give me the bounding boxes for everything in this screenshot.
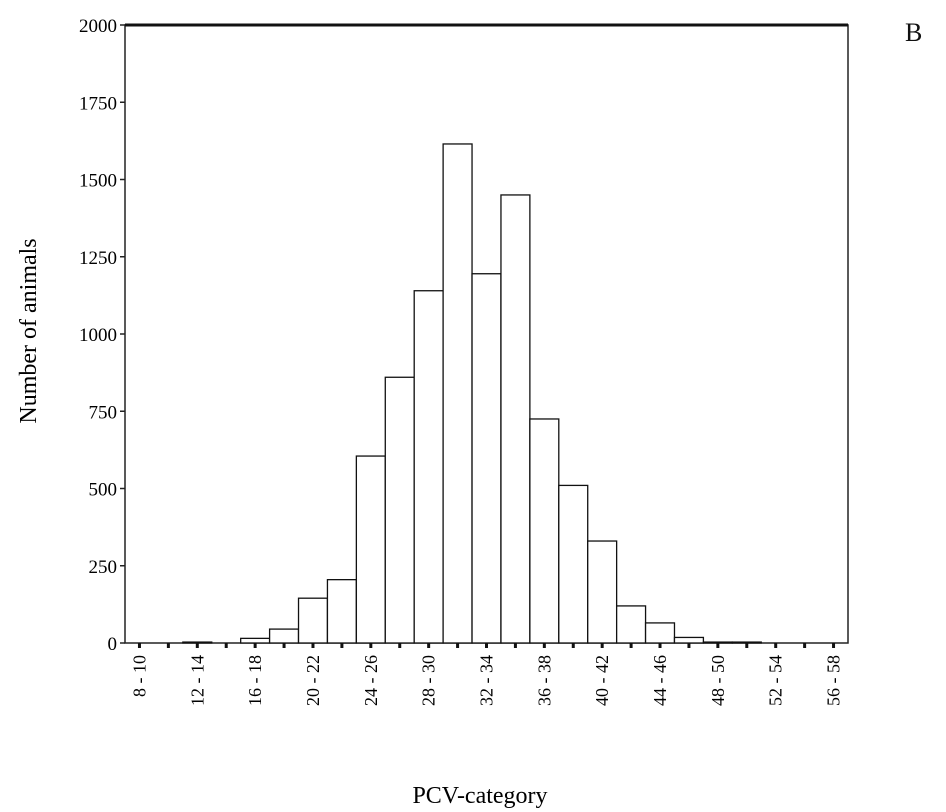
bar-50-52 (731, 641, 762, 644)
x-tick-label: 24 - 26 (361, 655, 381, 706)
x-tick-label: 36 - 38 (534, 655, 554, 706)
bar-24-26 (355, 455, 386, 644)
bar-30-32 (442, 143, 473, 644)
x-axis-label: PCV-category (412, 783, 547, 809)
bar-28-30 (413, 290, 444, 644)
y-tick-label: 2000 (79, 16, 117, 37)
bar-32-34 (471, 273, 502, 644)
x-axis: 8 - 10 12 - 14 16 - 18 20 - 22 24 - 26 28 - 3… (129, 643, 844, 706)
bar-46-48 (673, 636, 705, 644)
y-axis-label: Number of animals (16, 238, 42, 423)
bar-48-50 (702, 641, 733, 644)
x-tick-label: 44 - 46 (650, 655, 670, 706)
y-tick-label: 250 (89, 557, 118, 578)
bar-38-40 (558, 484, 589, 644)
y-tick-label: 750 (89, 402, 118, 423)
bars (182, 143, 762, 644)
y-tick-label: 1500 (79, 171, 117, 192)
bar-36-38 (529, 418, 560, 644)
bar-16-18 (240, 637, 271, 644)
x-tick-label: 8 - 10 (129, 655, 149, 697)
y-tick-label: 1750 (79, 93, 117, 114)
bar-22-24 (326, 579, 358, 644)
x-tick-label: 28 - 30 (419, 655, 439, 706)
y-tick-label: 1000 (79, 325, 117, 346)
bar-44-46 (644, 622, 676, 644)
x-tick-label: 40 - 42 (592, 655, 612, 706)
x-tick-label: 12 - 14 (187, 655, 207, 706)
x-tick-label: 56 - 58 (824, 655, 844, 706)
x-tick-label: 20 - 22 (303, 655, 323, 706)
bar-34-36 (500, 194, 531, 644)
x-tick-label: 32 - 34 (477, 655, 497, 706)
y-tick-label: 1250 (79, 248, 117, 269)
panel-label: B (905, 18, 923, 47)
bar-42-44 (615, 605, 647, 644)
bar-12-14 (182, 641, 213, 644)
bar-26-28 (384, 376, 415, 644)
bar-40-42 (587, 540, 618, 644)
bar-20-22 (297, 597, 329, 644)
bar-18-20 (268, 628, 300, 644)
x-tick-label: 16 - 18 (245, 655, 265, 706)
y-tick-label: 500 (89, 480, 118, 501)
y-axis: 0 250 500 750 1000 1250 1500 1750 2000 (79, 16, 125, 655)
x-tick-label: 52 - 54 (766, 655, 786, 706)
y-tick-label: 0 (108, 634, 118, 655)
x-tick-label: 48 - 50 (708, 655, 728, 706)
